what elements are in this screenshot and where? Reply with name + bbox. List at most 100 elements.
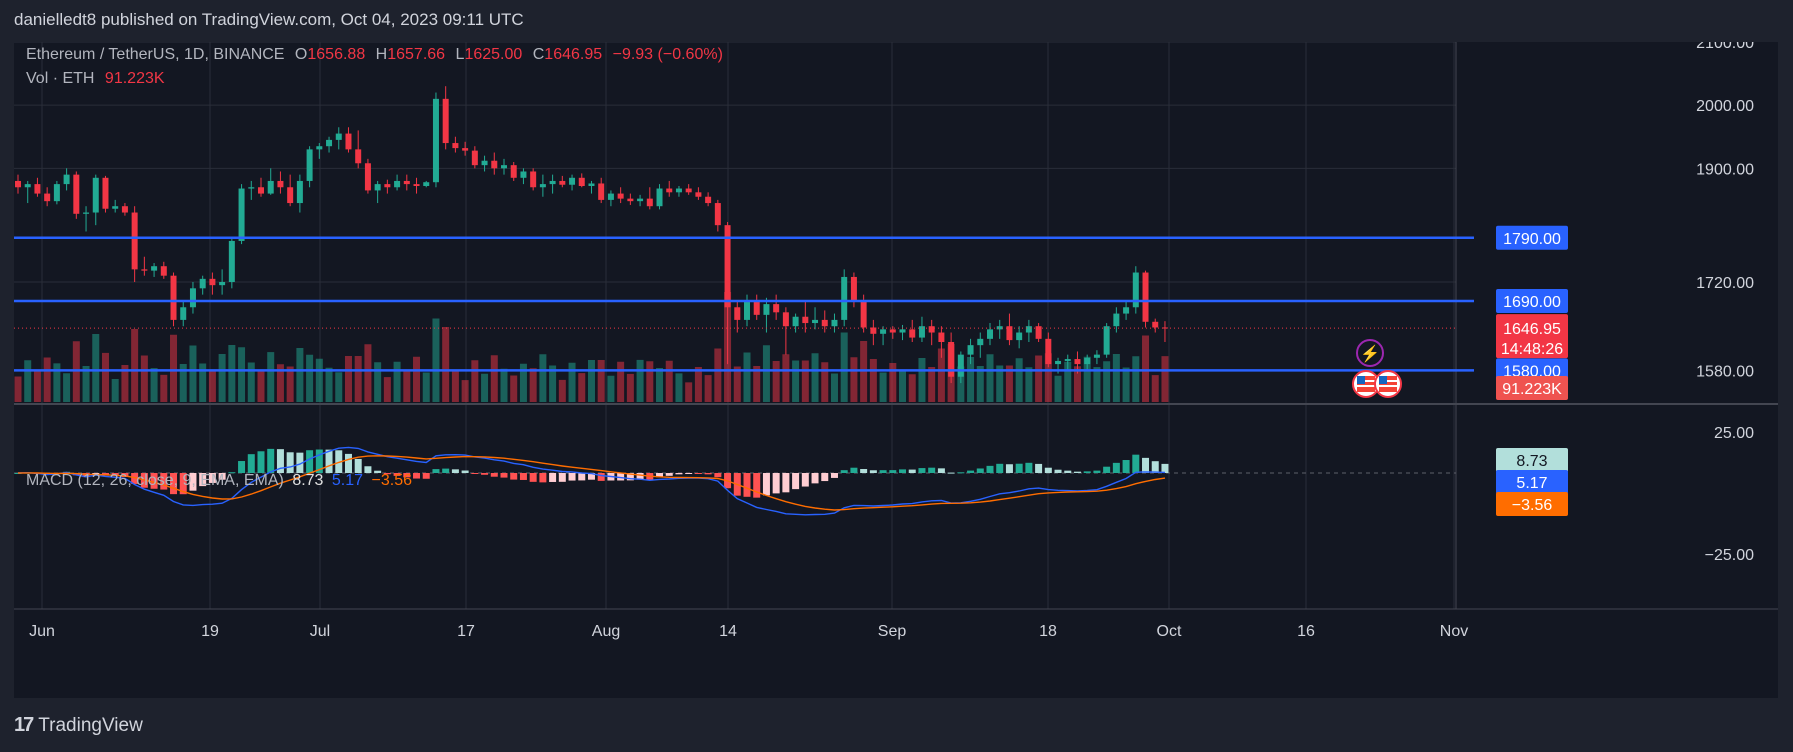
- volume-bar: [850, 357, 858, 402]
- macd-histogram-bar: [374, 470, 382, 473]
- macd-histogram-bar: [1015, 463, 1023, 473]
- macd-histogram-bar: [160, 473, 168, 490]
- macd-histogram-bar: [189, 473, 197, 491]
- candle-body: [1006, 326, 1013, 341]
- volume-bar: [1093, 367, 1101, 402]
- candle-body: [73, 174, 80, 214]
- volume-bar: [1064, 361, 1072, 402]
- volume-bar: [1161, 356, 1169, 402]
- chart-panel[interactable]: 2100.00 2000.00 1900.00 1720.00 1580.00 25.00…: [14, 42, 1778, 698]
- macd-histogram-bar: [442, 468, 450, 473]
- macd-histogram-bar: [986, 465, 994, 473]
- time-axis-label: Aug: [592, 623, 620, 640]
- volume-bar: [354, 356, 362, 402]
- macd-histogram-bar: [306, 450, 314, 473]
- time-axis-label: Oct: [1157, 623, 1182, 640]
- volume-bar: [996, 365, 1004, 402]
- volume-bar: [899, 370, 907, 402]
- candle-body: [627, 198, 634, 202]
- macd-histogram-bar: [675, 473, 683, 475]
- macd-histogram-bar: [899, 469, 907, 473]
- lightning-event-icon: ⚡: [1356, 339, 1384, 367]
- flag-canton: [1357, 376, 1365, 384]
- macd-histogram-bar: [558, 473, 566, 482]
- macd-hist-badge: 8.73: [1496, 448, 1568, 472]
- candle-body: [1142, 272, 1149, 322]
- volume-bar: [549, 365, 557, 402]
- macd-histogram-bar: [1151, 461, 1159, 473]
- volume-bar: [471, 360, 479, 402]
- volume-bar: [811, 353, 819, 402]
- volume-bar: [762, 345, 770, 402]
- macd-histogram-bar: [947, 472, 955, 474]
- candle-body: [112, 206, 119, 209]
- candle-body: [539, 184, 546, 188]
- macd-histogram-bar: [549, 473, 557, 482]
- candle-body: [617, 193, 624, 199]
- flag-stripe: [1379, 380, 1397, 382]
- macd-histogram-bar: [471, 473, 479, 474]
- volume-bar: [928, 367, 936, 402]
- time-axis-label: 18: [1039, 623, 1057, 640]
- volume-bar: [82, 366, 90, 402]
- volume-bar: [510, 375, 518, 402]
- macd-histogram-bar: [636, 473, 644, 480]
- volume-bar: [665, 360, 673, 402]
- macd-histogram-bar: [529, 473, 537, 482]
- candle-body: [1035, 326, 1042, 339]
- macd-histogram-bar: [568, 473, 576, 481]
- macd-histogram-bar: [199, 473, 207, 487]
- volume-value: 91.223K: [104, 70, 165, 87]
- macd-histogram-bar: [1044, 467, 1052, 473]
- candle-body: [1045, 338, 1052, 365]
- candle-body: [180, 307, 187, 320]
- macd-histogram-bar: [413, 473, 421, 479]
- macd-histogram-bar: [490, 473, 498, 477]
- price-chart[interactable]: 2100.00 2000.00 1900.00 1720.00 1580.00 25.00…: [14, 42, 1778, 698]
- volume-bar: [63, 373, 71, 402]
- macd-histogram-bar: [772, 473, 780, 494]
- volume-bar: [150, 368, 158, 402]
- volume-bar: [821, 362, 829, 402]
- macd-histogram-bar: [792, 473, 800, 490]
- candle-body: [578, 177, 585, 186]
- volume-bar: [743, 352, 751, 402]
- volume-bar: [869, 359, 877, 402]
- candle-body: [102, 177, 109, 209]
- volume-bar: [656, 368, 664, 402]
- candle-body: [345, 133, 352, 150]
- candle-body: [335, 133, 342, 140]
- level-badge-bg: [1496, 225, 1568, 250]
- candle-body: [753, 300, 760, 315]
- volume-bar: [879, 372, 887, 402]
- macd-histogram-bar: [860, 469, 868, 473]
- volume-bar: [335, 372, 343, 402]
- macd-hist-badge-bg: [1496, 448, 1568, 472]
- macd-histogram-bar: [1112, 462, 1120, 473]
- macd-histogram-bar: [461, 470, 469, 473]
- candle-body: [549, 180, 556, 185]
- macd-axis-label: −25.00: [1705, 547, 1754, 564]
- candle-body: [1055, 360, 1062, 365]
- candle-body: [1093, 354, 1100, 358]
- candle-body: [831, 319, 838, 327]
- candle-body: [160, 266, 167, 276]
- volume-bar: [704, 375, 712, 402]
- volume-bar: [160, 374, 168, 402]
- volume-bar: [481, 373, 489, 402]
- tradingview-logo[interactable]: 17 TradingView: [14, 714, 143, 737]
- macd-histogram-bar: [519, 473, 527, 480]
- macd-histogram-bar: [1073, 471, 1081, 473]
- candle-body: [773, 304, 780, 313]
- volume-bar: [296, 348, 304, 402]
- macd-histogram-bar: [656, 473, 664, 478]
- volume-bar: [801, 360, 809, 402]
- time-axis-label: Jul: [310, 623, 330, 640]
- macd-histogram-bar: [918, 468, 926, 473]
- macd-histogram-bar: [957, 472, 965, 474]
- volume-bar: [33, 371, 41, 402]
- macd-histogram-bar: [967, 470, 975, 473]
- flag-stripe: [1379, 385, 1397, 387]
- volume-bar: [617, 361, 625, 402]
- volume-bar: [53, 363, 61, 402]
